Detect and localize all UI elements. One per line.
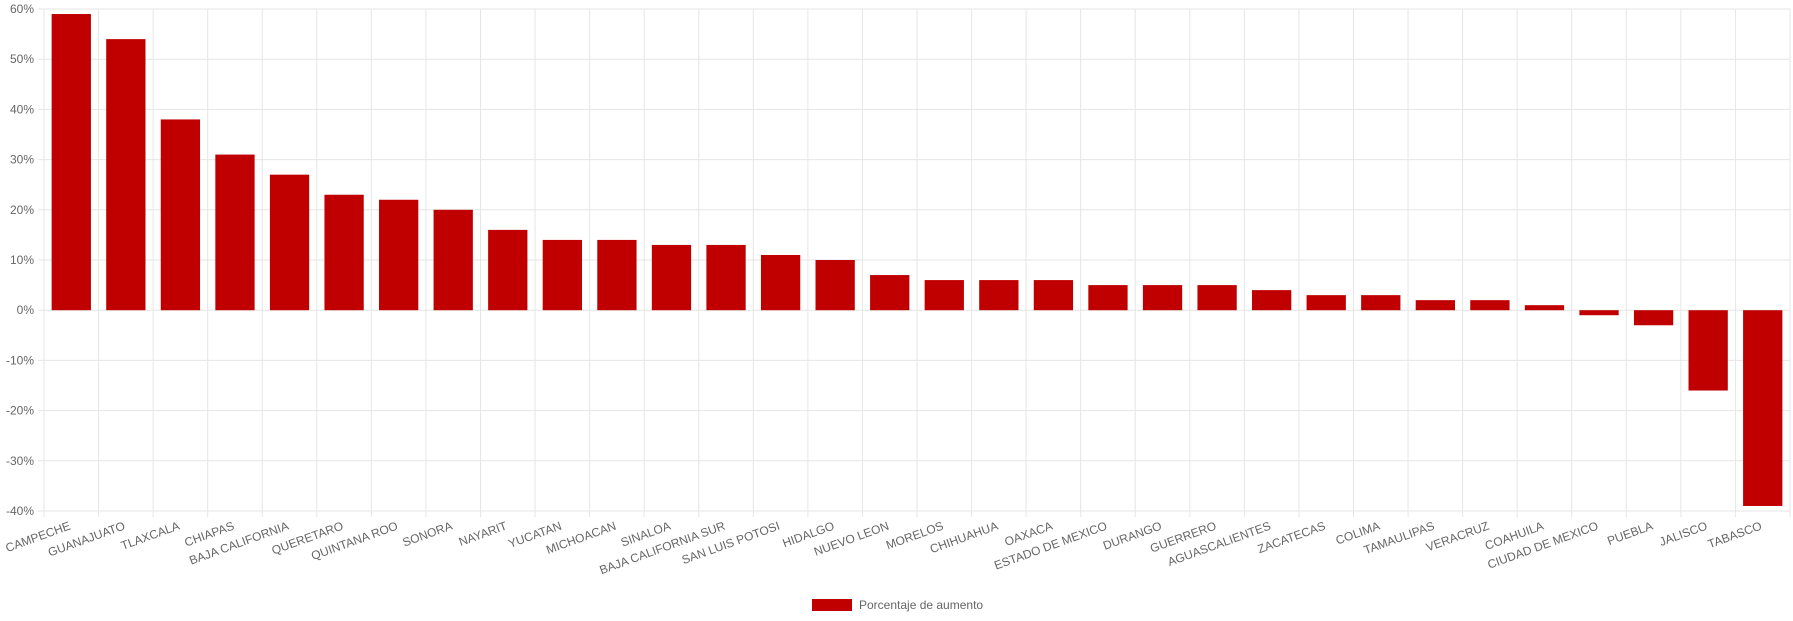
bar xyxy=(760,254,801,311)
y-tick-label: -30% xyxy=(6,454,34,468)
y-tick-label: 10% xyxy=(10,253,34,267)
y-tick-label: -10% xyxy=(6,353,34,367)
x-tick-label: PUEBLA xyxy=(1605,519,1654,548)
legend-swatch xyxy=(812,599,852,611)
bar xyxy=(815,260,855,311)
bar xyxy=(1743,310,1783,506)
bar xyxy=(1633,310,1674,326)
y-tick-label: 40% xyxy=(10,102,34,116)
x-tick-label: SONORA xyxy=(401,519,455,550)
bar xyxy=(542,239,582,311)
y-tick-label: 30% xyxy=(10,153,34,167)
legend-label: Porcentaje de aumento xyxy=(859,598,983,612)
y-tick-label: -40% xyxy=(6,504,34,518)
bar xyxy=(1415,300,1455,311)
bar xyxy=(1252,290,1292,311)
y-tick-label: -20% xyxy=(6,404,34,418)
bar xyxy=(1470,300,1510,311)
bar xyxy=(979,280,1019,311)
bar xyxy=(379,199,419,311)
bar xyxy=(651,244,692,311)
bar xyxy=(324,194,364,311)
bar xyxy=(1361,295,1401,311)
bar xyxy=(106,39,146,311)
bar xyxy=(488,229,528,311)
bar xyxy=(870,275,910,311)
bar xyxy=(706,244,746,311)
bar xyxy=(1524,305,1565,311)
y-tick-label: 60% xyxy=(10,2,34,16)
bar xyxy=(1579,310,1619,316)
bar xyxy=(1088,285,1128,311)
bar xyxy=(1688,310,1728,391)
bar xyxy=(924,280,964,311)
y-tick-label: 50% xyxy=(10,52,34,66)
x-tick-label: VERACRUZ xyxy=(1424,519,1491,555)
bar xyxy=(1197,285,1237,311)
bar xyxy=(51,14,91,311)
y-tick-label: 20% xyxy=(10,203,34,217)
bar xyxy=(160,119,201,311)
x-tick-label: TABASCO xyxy=(1706,519,1764,551)
bar xyxy=(597,239,637,311)
bar xyxy=(1033,280,1074,311)
bar xyxy=(1306,295,1346,311)
bar xyxy=(1142,285,1183,311)
bar xyxy=(433,209,473,311)
y-tick-label: 0% xyxy=(17,303,35,317)
x-tick-label: TLAXCALA xyxy=(119,519,181,553)
bar xyxy=(215,154,255,311)
x-tick-label: JALISCO xyxy=(1657,519,1709,549)
x-tick-label: NAYARIT xyxy=(457,518,510,549)
bar xyxy=(269,174,310,311)
